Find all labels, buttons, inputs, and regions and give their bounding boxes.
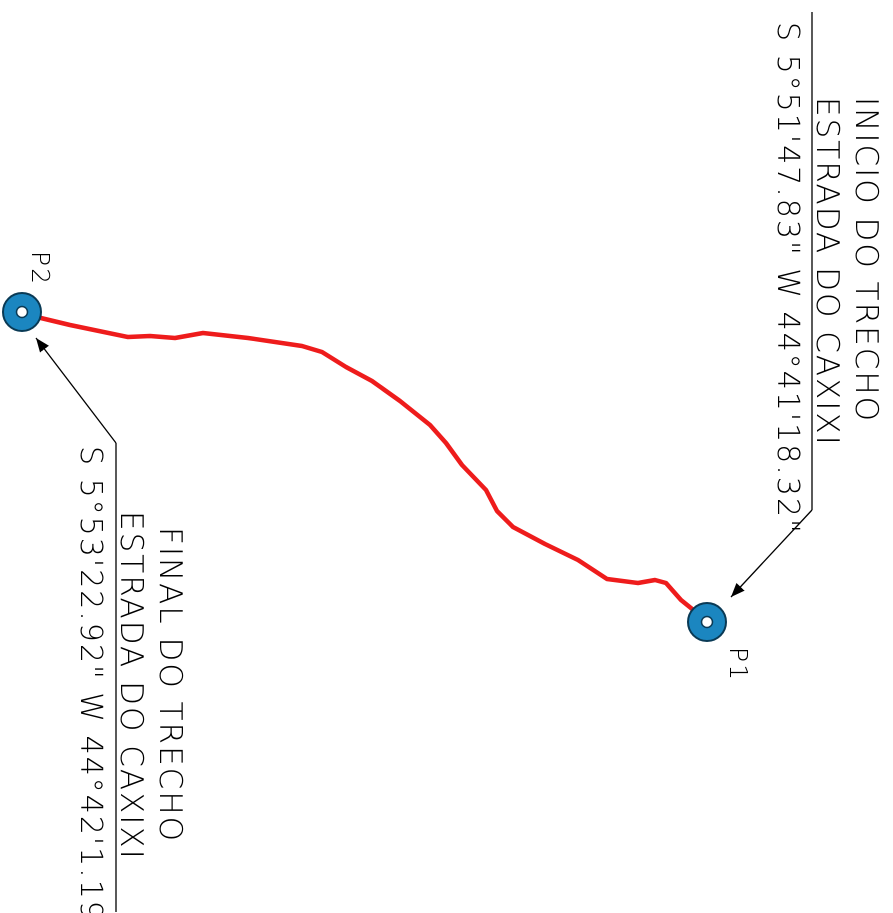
start-callout-coords: S 5°51'47.83" W 44°41'18.32" <box>770 22 805 535</box>
end-callout-line1: FINAL DO TRECHO <box>152 527 188 843</box>
end-callout-leader <box>35 337 117 444</box>
end-callout-coords: S 5°53'22.92" W 44°42'1.19" <box>73 446 108 913</box>
p1-label: P1 <box>724 647 753 682</box>
point-marker-p2[interactable] <box>2 292 42 332</box>
start-callout-line1: INICIO DO TRECHO <box>848 97 884 423</box>
p2-label: P2 <box>26 251 55 286</box>
start-callout-line2: ESTRADA DO CAXIXI <box>809 97 845 447</box>
end-callout-line2: ESTRADA DO CAXIXI <box>113 511 149 861</box>
point-marker-p1[interactable] <box>687 602 727 642</box>
route-line <box>17 310 710 624</box>
start-callout-leader <box>730 509 813 598</box>
